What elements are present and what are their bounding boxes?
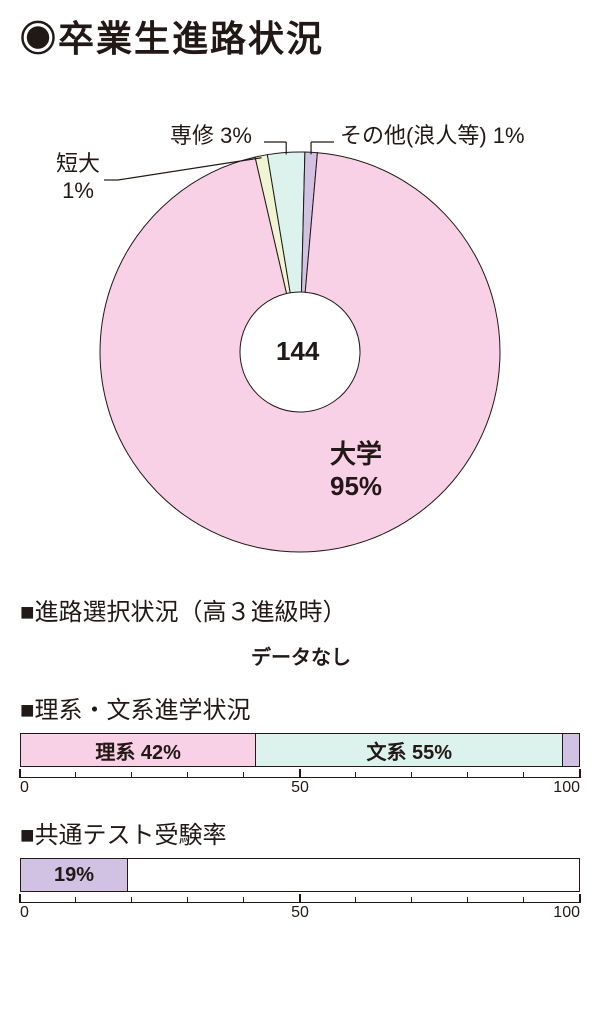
- section3-title: ■理系・文系進学状況: [20, 690, 582, 725]
- axis-tick-major: [579, 769, 580, 778]
- section3-axis: 0 50 100: [20, 769, 580, 795]
- axis-tick-major: [19, 769, 20, 778]
- donut-label-daigaku-text: 大学: [330, 439, 382, 469]
- axis-tick-minor: [355, 897, 356, 903]
- donut-label-sonota: その他(浪人等) 1%: [340, 118, 525, 150]
- axis-tick-major: [19, 894, 20, 903]
- axis-tick-minor: [523, 772, 524, 778]
- axis-tick-minor: [131, 897, 132, 903]
- donut-label-tandai-text: 短大: [56, 151, 100, 176]
- axis-tick-minor: [411, 897, 412, 903]
- section3-bar: 理系 42%文系 55%: [20, 733, 580, 767]
- axis-label: 50: [291, 904, 309, 922]
- donut-chart: 144 短大 1% 専修 3% その他(浪人等) 1% 大学 95%: [20, 72, 580, 572]
- axis-tick-minor: [187, 897, 188, 903]
- section2-title: ■進路選択状況（高３進級時）: [20, 592, 582, 627]
- bar-segment: 文系 55%: [255, 734, 562, 766]
- axis-tick-minor: [411, 772, 412, 778]
- axis-tick-minor: [523, 897, 524, 903]
- page-title: ◉卒業生進路状況: [20, 10, 582, 62]
- section4-bar: 19%: [20, 858, 580, 892]
- axis-tick-minor: [75, 897, 76, 903]
- donut-label-daigaku-pct: 95%: [330, 471, 382, 501]
- axis-tick-major: [579, 894, 580, 903]
- axis-tick-minor: [467, 897, 468, 903]
- bar-segment: 理系 42%: [21, 734, 255, 766]
- section2-no-data: データなし: [20, 641, 582, 670]
- donut-label-tandai: 短大 1%: [56, 146, 100, 204]
- axis-tick-minor: [243, 897, 244, 903]
- bar-segment: [127, 859, 579, 891]
- section4-axis: 0 50 100: [20, 894, 580, 920]
- axis-tick-major: [299, 894, 300, 903]
- section4-title: ■共通テスト受験率: [20, 815, 582, 850]
- donut-label-tandai-pct: 1%: [62, 178, 94, 203]
- axis-label: 50: [291, 779, 309, 797]
- section4-bar-wrap: 19% 0 50 100: [20, 858, 580, 920]
- donut-label-senshu: 専修 3%: [170, 118, 252, 150]
- bar-segment: 19%: [21, 859, 127, 891]
- bar-segment: [562, 734, 579, 766]
- donut-center-value: 144: [276, 336, 319, 367]
- donut-label-daigaku: 大学 95%: [330, 434, 382, 502]
- axis-tick-minor: [467, 772, 468, 778]
- axis-label: 100: [553, 779, 580, 797]
- axis-tick-minor: [187, 772, 188, 778]
- axis-tick-minor: [243, 772, 244, 778]
- axis-label: 0: [20, 779, 29, 797]
- axis-tick-minor: [355, 772, 356, 778]
- axis-label: 0: [20, 904, 29, 922]
- axis-tick-major: [299, 769, 300, 778]
- axis-tick-minor: [131, 772, 132, 778]
- axis-label: 100: [553, 904, 580, 922]
- axis-tick-minor: [75, 772, 76, 778]
- section3-bar-wrap: 理系 42%文系 55% 0 50 100: [20, 733, 580, 795]
